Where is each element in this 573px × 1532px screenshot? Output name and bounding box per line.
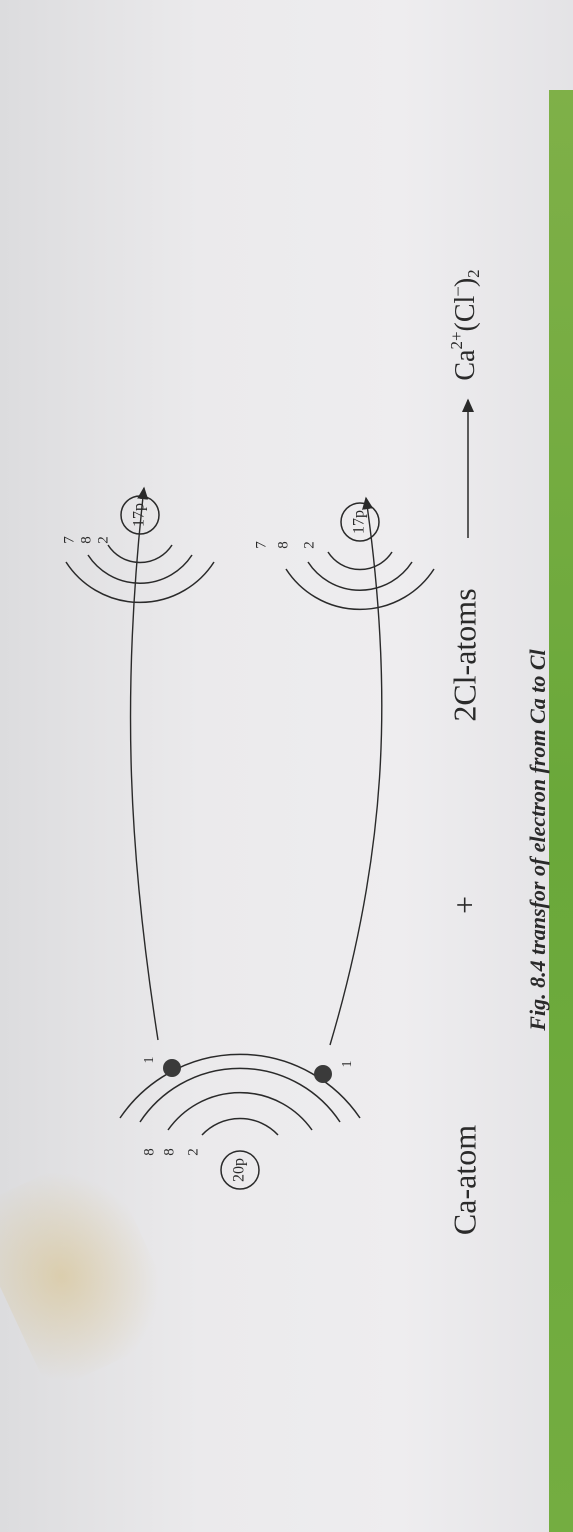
ca-shell-arc-3 (139, 1067, 341, 1123)
transfer-arrow-1 (129, 486, 159, 1041)
product-cation-charge: 2+ (447, 331, 466, 349)
cl1-shell-arc-2 (87, 554, 193, 584)
cl1-nucleus-label: 17p (131, 503, 148, 527)
figure-caption: Fig. 8.4 transfor of electron from Ca to… (525, 648, 550, 1031)
ca-valence-electron-1 (163, 1059, 181, 1077)
ca-nucleus-circle (220, 1150, 260, 1190)
transfer-arrow-2 (329, 496, 383, 1046)
reactant-cl-label: 2Cl-atoms (446, 588, 482, 721)
ca-shell-arc-4 (119, 1053, 361, 1119)
ca-atom: 20p 8 8 2 1 1 (119, 1053, 361, 1190)
cl2-shell-count-middle: 8 (275, 541, 291, 549)
cl1-shell-arc-3 (65, 561, 215, 604)
product-subscript: 2 (464, 269, 483, 278)
ca-shell-arc-2 (167, 1091, 313, 1131)
plus-sign: + (446, 896, 482, 914)
product-cation: Ca (450, 349, 481, 381)
cl1-shell-count-inner: 2 (95, 536, 111, 544)
cl2-shell-count-inner: 2 (301, 541, 317, 549)
ca-valence-electron-2 (314, 1065, 332, 1083)
cl-atom-2: 17p 7 8 2 (253, 502, 435, 611)
ca-electron-label-2: 1 (340, 1061, 355, 1068)
ca-electron-label-1: 1 (142, 1057, 157, 1064)
ca-shell-count-middle: 8 (161, 1148, 177, 1156)
cl2-shell-arc-3 (285, 568, 435, 611)
cl2-shell-arc-2 (307, 561, 413, 591)
cl2-shell-arc-1 (327, 551, 393, 571)
cl1-shell-arc-1 (107, 544, 173, 564)
product-paren-open: (Cl (450, 295, 481, 331)
ca-shell-arc-1 (201, 1117, 279, 1136)
green-page-edge (549, 90, 573, 1532)
cl1-nucleus-circle (120, 495, 160, 535)
cl2-nucleus-label: 17p (351, 510, 368, 534)
product-anion-charge: – (447, 287, 466, 297)
cl1-shell-count-middle: 8 (78, 536, 94, 544)
ca-shell-count-outer: 8 (141, 1148, 157, 1156)
product-paren-close: ) (450, 278, 481, 287)
ca-shell-count-inner: 2 (185, 1148, 201, 1156)
cl-atom-1: 17p 7 8 2 (61, 495, 215, 604)
cl2-shell-count-outer: 7 (253, 541, 269, 549)
cl2-nucleus-circle (340, 502, 380, 542)
product-label: Ca2+(Cl–)2 (447, 269, 483, 380)
cl1-shell-count-outer: 7 (61, 536, 77, 544)
reactant-ca-label: Ca-atom (446, 1125, 482, 1235)
ca-nucleus-label: 20p (231, 1158, 248, 1182)
